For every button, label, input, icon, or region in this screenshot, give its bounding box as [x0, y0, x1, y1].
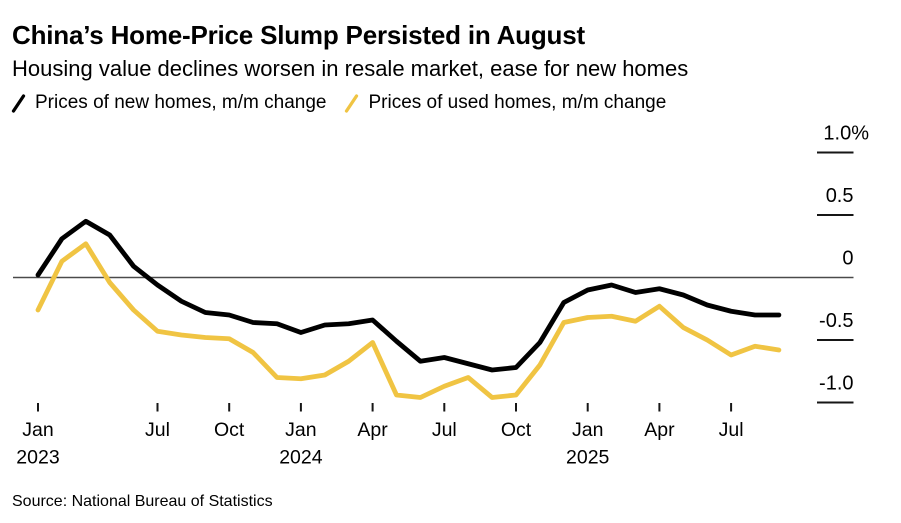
- chart-title: China’s Home-Price Slump Persisted in Au…: [12, 20, 585, 50]
- legend-label-new-homes: Prices of new homes, m/m change: [35, 92, 327, 113]
- series-line-used-homes: [35, 241, 782, 400]
- y-axis-label: -0.5: [819, 310, 853, 332]
- legend-item-new-homes: Prices of new homes, m/m change: [11, 92, 326, 115]
- x-axis-label: Jul: [719, 419, 744, 441]
- new-homes-slash-icon: [11, 94, 26, 113]
- used-homes-slash-icon: [345, 94, 359, 113]
- x-axis-year-label: 2025: [566, 447, 610, 469]
- x-axis-label: Jul: [145, 419, 170, 441]
- y-axis-label: 0: [842, 248, 853, 270]
- x-axis-label: Oct: [214, 419, 245, 441]
- y-axis-label: -1.0: [819, 373, 853, 395]
- x-axis-label: Apr: [644, 419, 675, 441]
- chart-subtitle: Housing value declines worsen in resale …: [12, 56, 689, 81]
- y-axis-label: 0.5: [826, 185, 854, 207]
- legend-label-used-homes: Prices of used homes, m/m change: [368, 92, 667, 113]
- x-axis-label: Jul: [432, 419, 457, 441]
- x-axis-label: Apr: [357, 419, 388, 441]
- x-axis-year-label: 2024: [279, 447, 323, 469]
- series-line-new-homes: [35, 218, 782, 373]
- x-axis-label: Jan: [285, 419, 316, 441]
- y-axis-label: 1.0%: [823, 123, 869, 145]
- legend: Prices of new homes, m/m change Prices o…: [11, 92, 666, 115]
- x-axis-label: Oct: [501, 419, 532, 441]
- x-axis-label: Jan: [572, 419, 603, 441]
- x-axis-year-label: 2023: [16, 447, 59, 469]
- legend-item-used-homes: Prices of used homes, m/m change: [344, 92, 666, 115]
- source-text: Source: National Bureau of Statistics: [12, 493, 273, 510]
- x-axis-label: Jan: [22, 419, 53, 441]
